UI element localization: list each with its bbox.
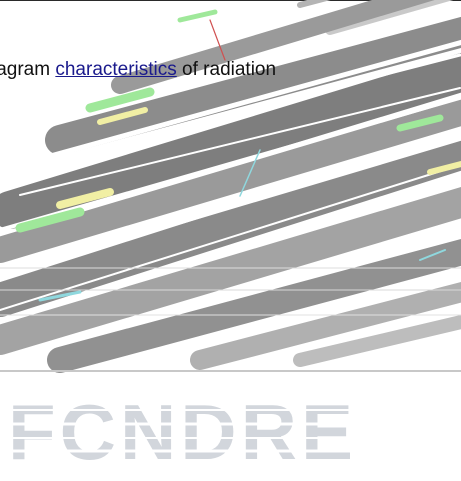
caption-link[interactable]: characteristics [55,59,177,80]
figure-caption: iagram characteristics of radiation [0,57,461,87]
top-border [0,0,461,1]
watermark-banner: FCNDRE [0,383,461,481]
banner-noise [0,395,461,464]
caption-suffix: of radiation [176,59,277,80]
watermark-text: FCNDRE [8,388,357,476]
caption-prefix: iagram [0,59,51,80]
caption-text: iagram characteristics of radiation [0,57,276,83]
banner-divider [0,370,461,372]
